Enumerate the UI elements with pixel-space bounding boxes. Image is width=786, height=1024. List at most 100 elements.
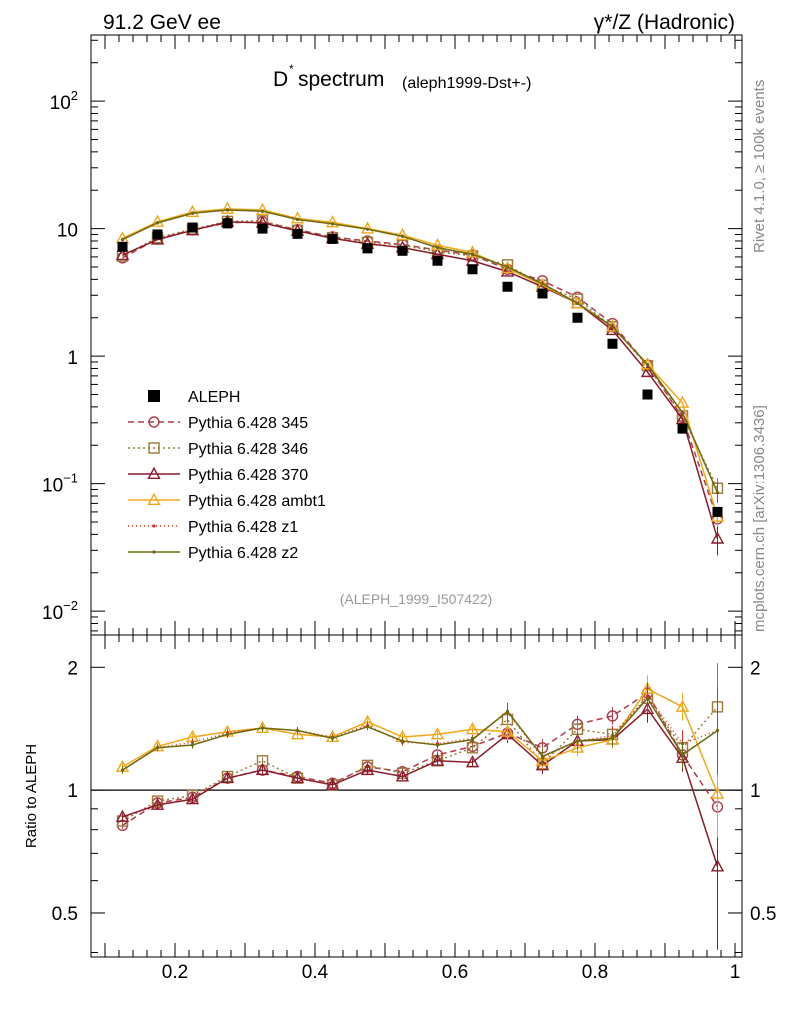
- data-point: [502, 281, 513, 292]
- legend-marker: [152, 550, 156, 554]
- legend-marker: [147, 466, 161, 480]
- ratio-series-marker: [675, 699, 690, 712]
- energy-label: 91.2 GeV ee: [103, 11, 221, 34]
- series-marker: [715, 491, 720, 495]
- ratio-series-3: [115, 675, 725, 838]
- legend-marker: [148, 416, 160, 428]
- ratio-y-tick-label-right: 1: [750, 781, 761, 802]
- series-marker: [360, 221, 375, 234]
- ratio-series-1: [116, 663, 724, 827]
- legend-label: Pythia 6.428 ambt1: [188, 493, 326, 510]
- data-point: [607, 338, 618, 349]
- chart-title-sup: *: [289, 62, 294, 76]
- ratio-series-marker: [325, 777, 340, 790]
- y-tick-label-base: 10: [50, 93, 71, 114]
- series-marker: [220, 201, 235, 214]
- ratio-y-tick-label-right: 2: [750, 658, 761, 679]
- ratio-series-marker: [190, 743, 195, 747]
- data-point: [117, 241, 128, 252]
- ratio-series-marker: [645, 696, 650, 700]
- data-point: [397, 245, 408, 256]
- series-marker: [505, 265, 510, 269]
- data-point: [712, 506, 723, 517]
- ratio-series-marker: [295, 728, 300, 733]
- main-data-points: [117, 218, 723, 517]
- ratio-series-marker: [500, 724, 515, 737]
- ratio-series-marker: [360, 762, 375, 776]
- ratio-series: [115, 663, 725, 950]
- x-tick-label: 0.2: [162, 962, 188, 983]
- ratio-series-marker: [150, 797, 165, 810]
- ratio-y-tick-label-left: 0.5: [52, 904, 78, 925]
- rivet-label: Rivet 4.1.0, ≥ 100k events: [751, 80, 768, 253]
- series-marker: [115, 247, 130, 261]
- chart-title-main: D: [273, 68, 288, 91]
- ratio-y-tick-label-left: 1: [67, 781, 78, 802]
- data-point: [187, 222, 198, 233]
- legend-item: Pythia 6.428 z2: [128, 545, 298, 562]
- legend-item: Pythia 6.428 345: [128, 415, 308, 432]
- y-tick-label: 10−2: [42, 598, 78, 624]
- data-point: [432, 255, 443, 266]
- y-tick-label-exp: −2: [63, 598, 78, 613]
- legend-marker: [148, 390, 160, 402]
- series-marker: [640, 357, 655, 370]
- series-marker: [640, 364, 655, 378]
- ratio-series-marker: [260, 726, 265, 730]
- ratio-series-marker: [505, 709, 510, 713]
- analysis-id: (ALEPH_1999_I507422): [340, 591, 493, 607]
- ratio-series-marker: [710, 859, 725, 872]
- ratio-ylabel: Ratio to ALEPH: [23, 744, 40, 848]
- legend-item: Pythia 6.428 370: [128, 466, 308, 484]
- x-tick-label: 1: [730, 962, 741, 983]
- series-marker: [395, 227, 410, 241]
- series-marker: [435, 245, 440, 250]
- y-tick-label: 10: [57, 221, 78, 242]
- ratio-series-marker: [120, 768, 125, 772]
- legend-marker: [147, 492, 161, 506]
- legend-item: Pythia 6.428 346: [128, 441, 308, 458]
- series-marker: [400, 234, 405, 238]
- series-marker: [155, 221, 160, 225]
- ratio-series-marker: [255, 720, 270, 734]
- series-marker: [500, 264, 515, 277]
- series-line: [122, 209, 719, 493]
- legend-label: ALEPH: [188, 389, 240, 406]
- ratio-series-marker: [115, 809, 130, 822]
- series-marker: [185, 204, 200, 218]
- ratio-series-marker: [465, 755, 480, 768]
- x-tick-label: 0.6: [442, 962, 468, 983]
- ratio-series-line: [122, 687, 719, 795]
- ratio-series-0: [116, 679, 724, 851]
- y-tick-label-base: 10: [42, 603, 63, 624]
- series-marker: [575, 301, 580, 305]
- series-marker: [500, 260, 515, 274]
- chart-subtitle: (aleph1999-Dst+-): [402, 75, 531, 92]
- series-marker: [255, 202, 270, 216]
- ratio-y-tick-label-right: 0.5: [750, 904, 776, 925]
- legend-label: Pythia 6.428 370: [188, 467, 308, 484]
- ratio-series-marker: [680, 753, 685, 757]
- series-4: [120, 208, 720, 503]
- data-point: [257, 223, 268, 234]
- chart-title-rest: spectrum: [298, 68, 384, 91]
- x-tick-label: 0.8: [582, 962, 608, 983]
- ratio-series-marker: [255, 762, 270, 776]
- series-marker: [540, 282, 545, 286]
- data-point: [292, 228, 303, 239]
- ratio-series-marker: [435, 743, 440, 747]
- x-tick-labels: 0.2 0.4 0.6 0.8 1: [162, 962, 741, 983]
- legend-label: Pythia 6.428 346: [188, 441, 308, 458]
- data-point: [222, 218, 233, 229]
- ratio-series-line: [122, 707, 719, 867]
- data-point: [537, 288, 548, 299]
- ratio-series-marker: [400, 739, 405, 743]
- y-tick-label: 102: [50, 88, 78, 114]
- series-marker: [465, 245, 480, 258]
- data-point: [677, 423, 688, 434]
- data-point: [642, 389, 653, 400]
- ratio-series-marker: [155, 746, 160, 750]
- ratio-series-marker: [465, 722, 480, 735]
